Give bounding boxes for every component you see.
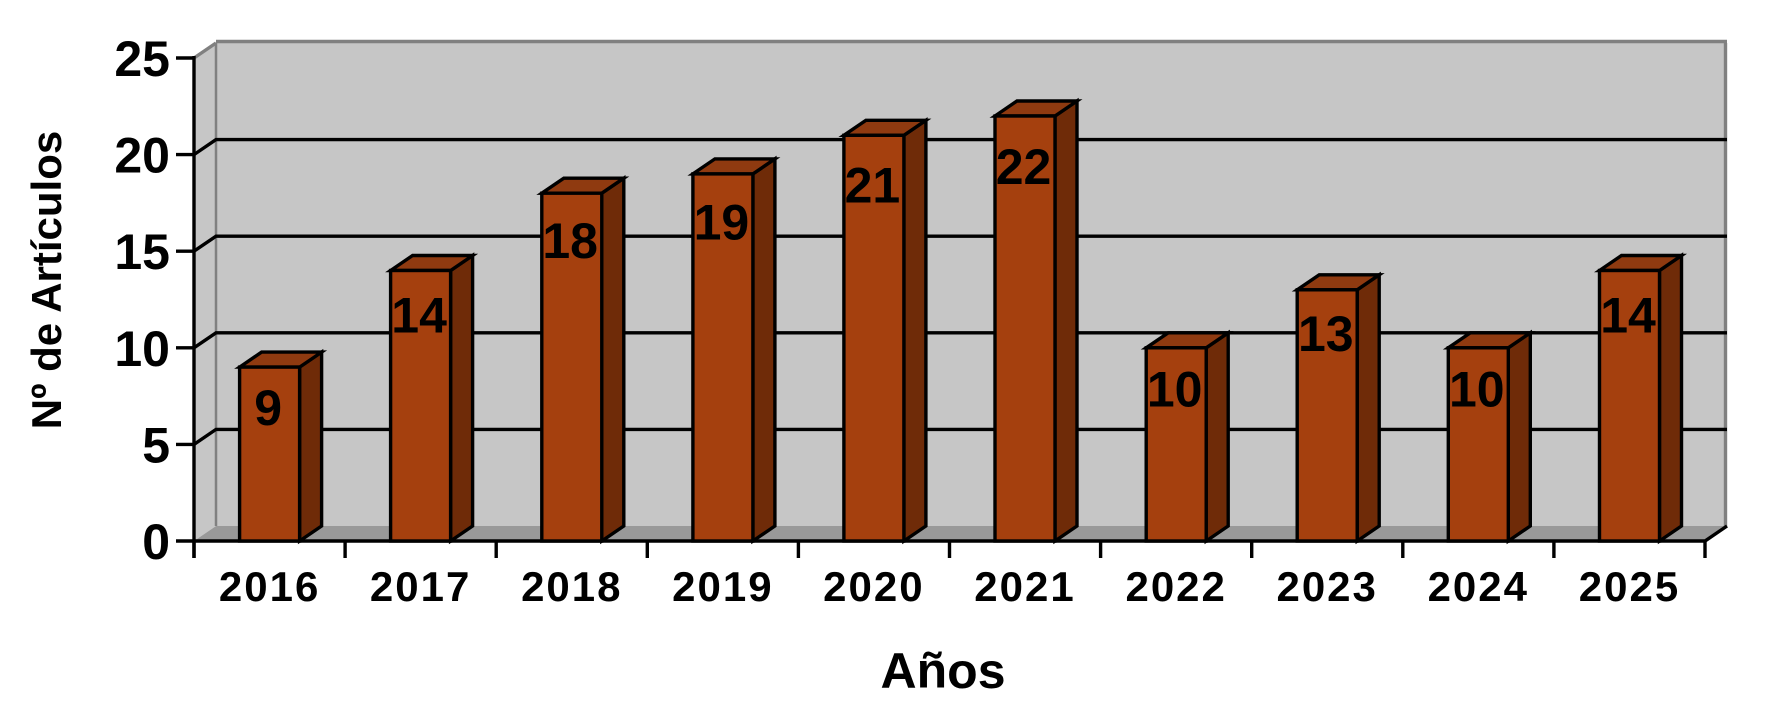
svg-text:9: 9 xyxy=(254,380,282,436)
svg-text:2025: 2025 xyxy=(1579,563,1680,610)
svg-text:21: 21 xyxy=(845,157,901,213)
svg-text:19: 19 xyxy=(694,195,750,251)
svg-text:22: 22 xyxy=(996,139,1052,195)
svg-text:18: 18 xyxy=(542,213,598,269)
svg-text:14: 14 xyxy=(1600,287,1656,343)
svg-text:15: 15 xyxy=(114,224,170,280)
svg-text:2024: 2024 xyxy=(1428,563,1529,610)
svg-text:2023: 2023 xyxy=(1276,563,1377,610)
svg-text:Años: Años xyxy=(881,643,1006,699)
svg-text:2022: 2022 xyxy=(1125,563,1226,610)
svg-text:25: 25 xyxy=(114,31,170,87)
svg-text:Nº de Artículos: Nº de Artículos xyxy=(23,131,70,430)
svg-text:13: 13 xyxy=(1298,306,1354,362)
svg-text:2018: 2018 xyxy=(521,563,622,610)
svg-text:0: 0 xyxy=(142,514,170,570)
svg-text:10: 10 xyxy=(114,321,170,377)
svg-text:5: 5 xyxy=(142,417,170,473)
svg-text:10: 10 xyxy=(1147,362,1203,418)
svg-text:14: 14 xyxy=(391,287,447,343)
svg-text:2020: 2020 xyxy=(823,563,924,610)
svg-text:2016: 2016 xyxy=(219,563,320,610)
svg-text:20: 20 xyxy=(114,128,170,184)
svg-text:2017: 2017 xyxy=(370,563,471,610)
svg-text:10: 10 xyxy=(1449,362,1505,418)
svg-text:2019: 2019 xyxy=(672,563,773,610)
svg-text:2021: 2021 xyxy=(974,563,1075,610)
